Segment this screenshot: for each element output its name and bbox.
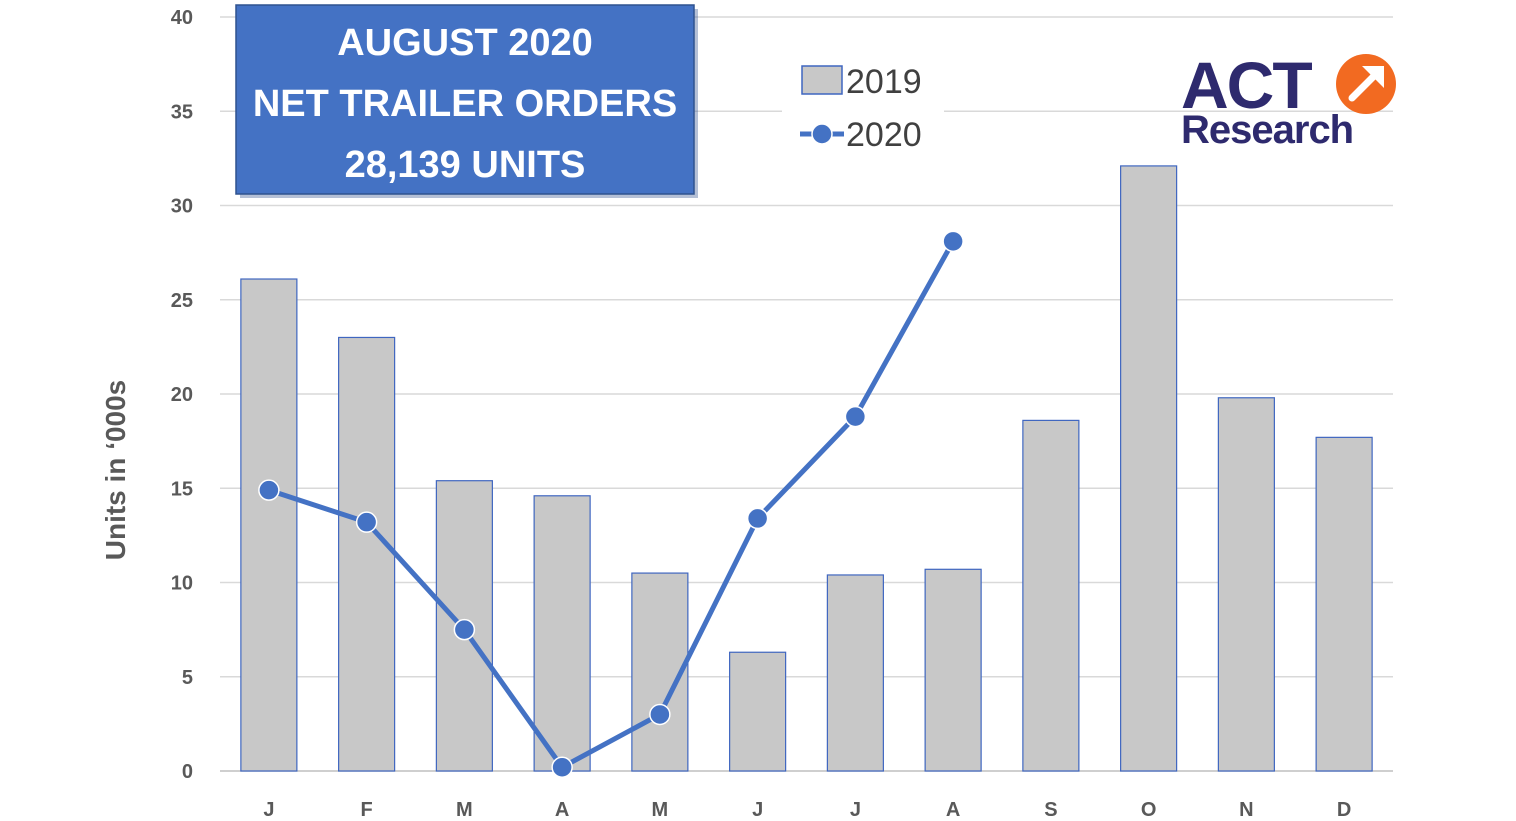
legend-marker-2020 bbox=[811, 123, 833, 145]
y-tick-label: 15 bbox=[171, 478, 193, 500]
legend-swatch-2019 bbox=[801, 65, 843, 95]
x-tick-label: M bbox=[652, 799, 669, 821]
bar-2019 bbox=[729, 651, 787, 772]
y-tick-label: 20 bbox=[171, 384, 193, 406]
title-line-1: AUGUST 2020 bbox=[337, 22, 593, 64]
y-tick-label: 35 bbox=[171, 101, 193, 123]
point-2020 bbox=[746, 507, 769, 530]
point-2020 bbox=[258, 479, 280, 501]
bar-2019 bbox=[826, 574, 884, 772]
bar-2019 bbox=[1217, 397, 1275, 772]
gridlines bbox=[220, 16, 1393, 772]
x-tick-label: A bbox=[555, 799, 569, 821]
bar-2019 bbox=[924, 568, 982, 772]
bar-2019 bbox=[1315, 436, 1373, 772]
y-axis-ticks: 0 5 10 15 20 25 30 35 40 bbox=[171, 7, 193, 783]
bar-2019 bbox=[240, 278, 298, 772]
line-2020 bbox=[258, 230, 964, 778]
point-2020 bbox=[942, 230, 964, 253]
x-tick-label: J bbox=[263, 799, 274, 821]
y-axis-label: Units in ‘000s bbox=[100, 380, 131, 561]
point-2020 bbox=[551, 756, 573, 778]
title-line-2: NET TRAILER ORDERS bbox=[253, 83, 677, 125]
logo-text-research: Research bbox=[1181, 108, 1353, 152]
point-2020 bbox=[453, 618, 476, 641]
logo-text-act: ACT bbox=[1181, 48, 1312, 122]
y-tick-label: 30 bbox=[171, 196, 193, 218]
y-tick-label: 0 bbox=[182, 761, 193, 783]
x-tick-label: O bbox=[1141, 799, 1157, 821]
act-research-logo: ACT Research bbox=[1181, 48, 1396, 152]
x-tick-label: J bbox=[752, 799, 763, 821]
legend-label-2019: 2019 bbox=[846, 63, 922, 101]
x-tick-label: S bbox=[1044, 799, 1057, 821]
x-tick-label: M bbox=[456, 799, 473, 821]
y-tick-label: 40 bbox=[171, 7, 193, 29]
bar-2019 bbox=[1120, 165, 1178, 772]
y-tick-label: 5 bbox=[182, 667, 193, 689]
x-tick-label: J bbox=[850, 799, 861, 821]
bars-2019 bbox=[240, 165, 1373, 772]
x-tick-label: A bbox=[946, 799, 960, 821]
x-tick-label: D bbox=[1337, 799, 1351, 821]
y-tick-label: 10 bbox=[171, 573, 193, 595]
line-2020-path bbox=[268, 240, 956, 770]
title-box: AUGUST 2020 NET TRAILER ORDERS 28,139 UN… bbox=[235, 4, 698, 198]
legend: 2019 2020 bbox=[782, 50, 944, 168]
bar-2019 bbox=[1022, 419, 1080, 772]
title-line-3: 28,139 UNITS bbox=[345, 144, 586, 186]
x-tick-label: N bbox=[1239, 799, 1253, 821]
point-2020 bbox=[355, 511, 378, 533]
point-2020 bbox=[844, 405, 867, 428]
bar-2019 bbox=[533, 495, 591, 772]
bar-2019 bbox=[338, 336, 396, 772]
point-2020 bbox=[649, 703, 671, 726]
arrow-circle-icon bbox=[1336, 54, 1396, 114]
legend-label-2020: 2020 bbox=[846, 116, 922, 154]
x-tick-label: F bbox=[361, 799, 373, 821]
y-tick-label: 25 bbox=[171, 290, 193, 312]
